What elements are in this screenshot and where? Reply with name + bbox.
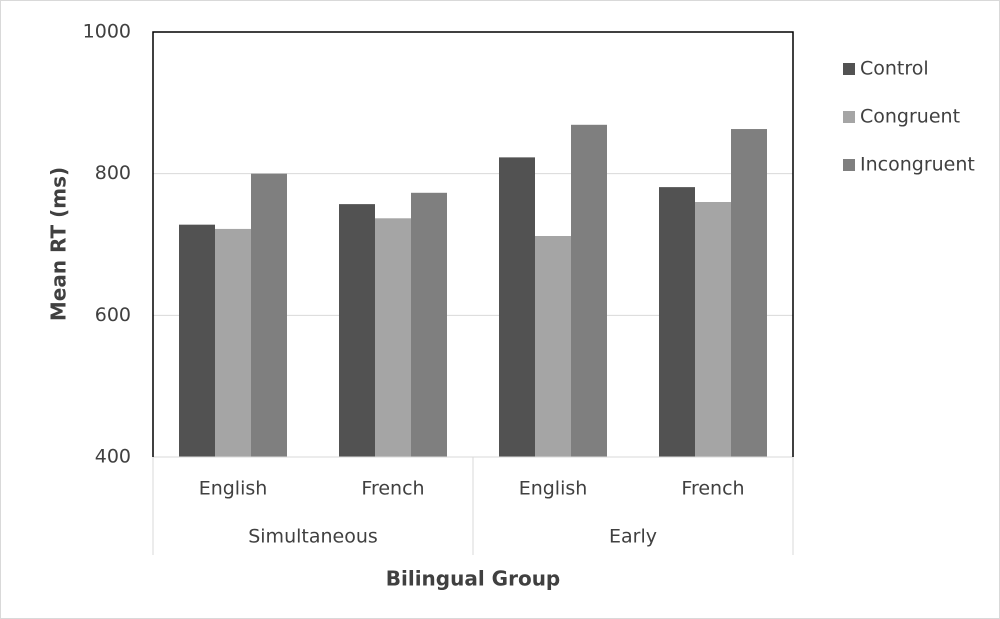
y-tick-label: 600 (95, 304, 131, 326)
x-tick-label: French (361, 478, 424, 500)
bar (251, 173, 287, 457)
bar (499, 157, 535, 457)
x-tick-label: English (199, 478, 268, 500)
legend-label: Control (860, 58, 929, 80)
legend-label: Incongruent (860, 154, 975, 176)
y-tick-label: 400 (95, 446, 131, 468)
x-axis-title: Bilingual Group (386, 567, 561, 591)
legend-swatch (843, 63, 855, 75)
bar (339, 204, 375, 457)
group-label: Early (609, 526, 657, 548)
legend-label: Congruent (860, 106, 960, 128)
bar (375, 218, 411, 457)
x-tick-label: English (519, 478, 588, 500)
y-tick-label: 1000 (83, 21, 131, 43)
bar (695, 202, 731, 457)
x-tick-label: French (681, 478, 744, 500)
y-axis-title: Mean RT (ms) (47, 167, 71, 321)
legend-swatch (843, 111, 855, 123)
legend-swatch (843, 159, 855, 171)
bar (411, 192, 447, 457)
bar (571, 124, 607, 458)
group-label: Simultaneous (248, 526, 378, 548)
bar (179, 224, 215, 457)
y-tick-label: 800 (95, 162, 131, 184)
bar (535, 236, 571, 457)
bar (215, 228, 251, 457)
plot-border (152, 31, 794, 457)
bar (731, 129, 767, 457)
bar (659, 187, 695, 457)
